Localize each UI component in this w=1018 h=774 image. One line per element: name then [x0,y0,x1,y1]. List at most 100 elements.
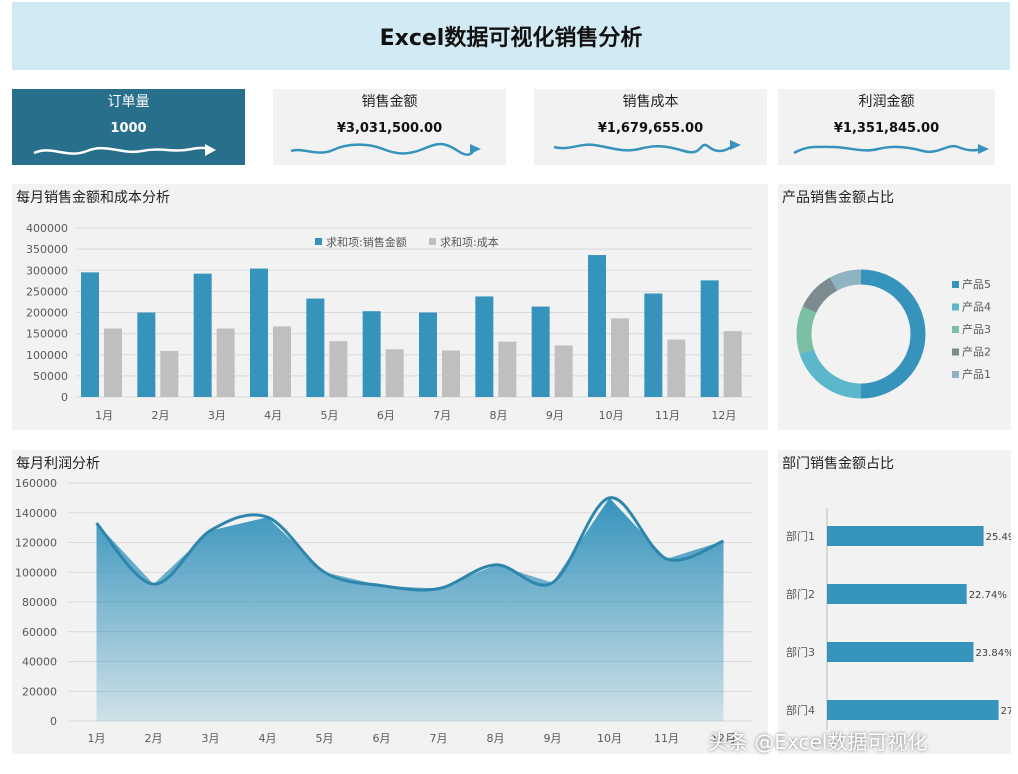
donut-slice [796,306,817,354]
dept-label: 部门4 [786,703,815,717]
legend-swatch [952,281,959,288]
bar-cost [104,328,122,397]
bar-cost [554,345,573,397]
kpi-label-sales: 销售金额 [361,94,418,110]
x-tick-label: 5月 [321,409,339,422]
x-tick-label: 9月 [546,409,564,422]
x-tick-label: 8月 [490,409,508,422]
legend-swatch [952,326,959,333]
y-tick-label: 0 [61,391,68,404]
kpi-label-orders: 订单量 [107,94,150,110]
legend-label-sales: 求和项:销售金额 [326,235,407,249]
kpi-value-profit: ¥1,351,845.00 [833,121,940,136]
y-tick-label: 150000 [26,328,68,341]
y-tick-label: 40000 [22,656,57,669]
x-tick-label: 4月 [259,732,277,745]
bar-sales [362,311,381,397]
bar-sales [419,312,437,397]
y-tick-label: 100000 [15,566,57,579]
bar-cost [329,341,348,397]
x-tick-label: 3月 [202,732,220,745]
y-tick-label: 250000 [26,285,68,298]
kpi-label-profit: 利润金额 [858,94,915,110]
legend-label-cost: 求和项:成本 [440,235,499,249]
bar-cost [442,350,460,397]
bar-sales [475,296,494,397]
kpi-wave-profit-icon [793,144,989,155]
y-tick-label: 350000 [26,243,68,256]
bar-cost [611,318,629,397]
dept-bar [827,584,967,604]
kpi-value-orders: 1000 [110,121,147,136]
x-tick-label: 10月 [597,732,622,745]
bar-cost [498,341,517,397]
kpi-value-cost: ¥1,679,655.00 [597,121,704,136]
x-tick-label: 5月 [316,732,334,745]
y-tick-label: 80000 [22,596,57,609]
dept-share-chart: 部门1 25.49% 部门2 22.74% 部门3 23.84% 部门4 27.93% [786,508,1011,730]
legend-swatch [952,348,959,356]
product-share-panel: 产品销售金额占比 产品5 产品4 产品3 产品2 产品1 [778,184,1011,430]
legend-swatch-sales [315,238,322,245]
profit-title: 每月利润分析 [16,456,100,472]
profit-panel: 每月利润分析 0 20000 40000 60000 80000 100000 120000… [12,450,768,754]
y-tick-label: 20000 [22,685,57,698]
x-tick-label: 1月 [95,409,113,422]
x-tick-label: 3月 [208,409,226,422]
x-tick-label: 2月 [145,732,163,745]
x-tick-label: 12月 [711,732,736,745]
dept-share-title: 部门销售金额占比 [782,456,894,472]
x-tick-label: 1月 [88,732,106,745]
y-tick-label: 60000 [22,626,57,639]
x-tick-label: 11月 [655,409,680,422]
legend-label: 产品3 [962,322,991,336]
y-tick-label: 300000 [26,264,68,277]
x-tick-label: 6月 [377,409,395,422]
bar-cost [667,339,686,397]
profit-line [95,496,725,592]
bar-cost [216,328,235,397]
kpi-wave-sales-icon [290,142,481,156]
x-tick-label: 8月 [487,732,505,745]
dept-bar [827,642,974,662]
profit-area [96,497,724,721]
bar-sales [644,293,663,397]
product-share-chart: 产品5 产品4 产品3 产品2 产品1 [796,269,991,399]
dept-bar [827,700,999,720]
legend-label: 产品1 [962,367,991,381]
dept-label: 部门2 [786,587,815,601]
sales-cost-title: 每月销售金额和成本分析 [16,190,170,206]
bar-sales [250,268,268,397]
dept-bar [827,526,984,546]
kpi-card-sales: 销售金额 ¥3,031,500.00 [273,89,506,165]
x-tick-label: 6月 [373,732,391,745]
dept-value-label: 25.49% [986,532,1011,543]
x-tick-label: 7月 [433,409,451,422]
bar-sales [700,280,719,397]
kpi-wave-cost-icon [553,140,741,154]
dept-label: 部门3 [786,645,815,659]
legend-swatch [952,371,959,378]
bar-sales [193,273,212,397]
y-tick-label: 120000 [15,537,57,550]
x-tick-label: 9月 [544,732,562,745]
x-tick-label: 7月 [430,732,448,745]
bar-cost [723,331,742,397]
legend-label: 产品4 [962,300,991,314]
profit-chart: 0 20000 40000 60000 80000 100000 120000 140000 1… [15,477,752,745]
kpi-card-profit: 利润金额 ¥1,351,845.00 [778,89,995,165]
product-share-title: 产品销售金额占比 [782,190,894,206]
x-tick-label: 2月 [152,409,170,422]
donut-slice [799,348,862,399]
watermark: 头条 @Excel数据可视化 [708,730,928,754]
dept-value-label: 27.93% [1001,706,1011,717]
donut-slice [829,269,862,291]
x-tick-label: 10月 [599,409,624,422]
donut-slice [802,277,838,314]
y-tick-label: 50000 [33,370,68,383]
y-tick-label: 200000 [26,307,68,320]
kpi-label-cost: 销售成本 [622,94,679,110]
y-tick-label: 100000 [26,349,68,362]
kpi-card-orders: 订单量 1000 [12,89,245,165]
bar-cost [385,349,404,397]
